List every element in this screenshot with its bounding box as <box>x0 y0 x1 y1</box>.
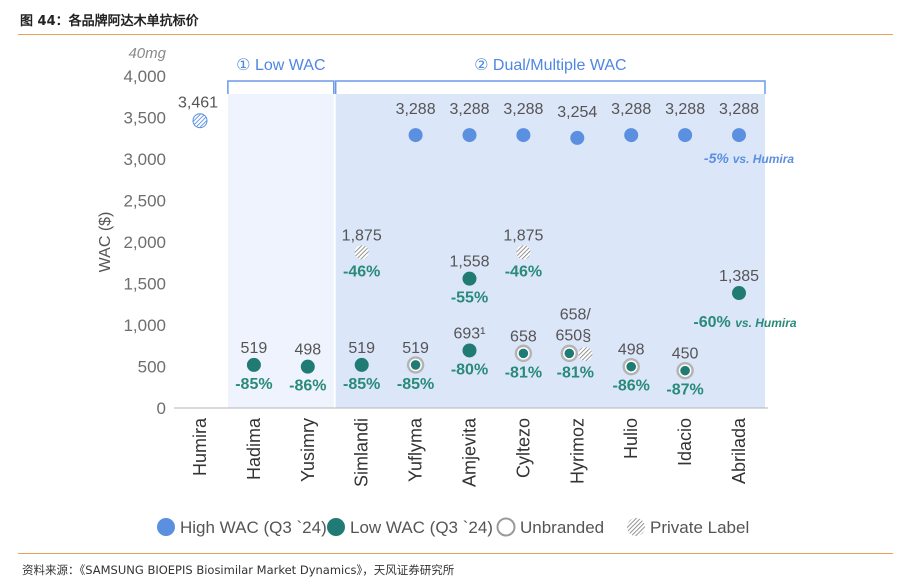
high-wac-point <box>570 130 585 145</box>
value-label: 3,288 <box>665 101 705 118</box>
legend-marker-private-label <box>627 518 645 536</box>
group-label-1: ② Dual/Multiple WAC <box>474 57 626 74</box>
percent-label: -86% <box>613 378 650 395</box>
legend-label: Unbranded <box>520 518 604 537</box>
percent-label: -60% vs. Humira <box>693 314 796 331</box>
x-tick-label: Hyrimoz <box>567 418 587 484</box>
percent-label: -80% <box>451 361 488 378</box>
value-label: 650§ <box>556 327 592 344</box>
private-label-point <box>578 347 593 362</box>
low-wac-point <box>732 286 746 301</box>
low-wac-point <box>462 271 477 286</box>
y-axis-label: WAC ($) <box>97 212 114 273</box>
x-tick-label: Simlandi <box>352 418 372 487</box>
low-wac-point <box>354 357 369 372</box>
value-label: 3,288 <box>611 101 651 118</box>
y-tick-label: 500 <box>138 358 166 377</box>
legend-marker-low-wac <box>327 518 345 536</box>
value-label: 519 <box>348 340 375 357</box>
x-tick-label: Abrilada <box>729 417 749 484</box>
percent-label: -86% <box>289 378 326 395</box>
title-divider <box>18 34 893 35</box>
y-tick-label: 2,500 <box>123 192 166 211</box>
value-label: 3,288 <box>503 101 543 118</box>
group-label-0: ① Low WAC <box>236 57 325 74</box>
group-bracket-1 <box>334 80 766 94</box>
x-tick-label: Cyltezo <box>513 418 533 478</box>
value-label: 1,875 <box>503 227 543 244</box>
high-wac-point <box>408 128 423 143</box>
y-tick-label: 1,500 <box>123 275 166 294</box>
percent-label: -55% <box>451 290 488 307</box>
legend-label: Low WAC (Q3 `24) <box>350 518 493 537</box>
x-tick-label: Yuflyma <box>406 417 426 482</box>
value-label: 3,288 <box>396 101 436 118</box>
private-label-point <box>516 245 531 260</box>
unbranded-point <box>680 365 690 376</box>
value-label: 1,875 <box>342 227 382 244</box>
y-tick-label: 3,000 <box>123 150 166 169</box>
legend-marker-high-wac <box>157 518 175 536</box>
value-label: 519 <box>402 340 429 357</box>
high-wac-point <box>516 128 531 143</box>
value-label: 450 <box>672 346 699 363</box>
value-label: 498 <box>618 342 645 359</box>
x-tick-label: Hulio <box>621 418 641 459</box>
value-label: 3,288 <box>449 101 489 118</box>
percent-label: -85% <box>235 376 272 393</box>
source-divider <box>18 553 893 554</box>
private-label-point <box>354 245 369 260</box>
annotation-label: -5% vs. Humira <box>704 150 794 166</box>
group-panel-1 <box>335 94 765 408</box>
value-label: 3,461 <box>178 95 218 112</box>
high-wac-point <box>462 128 477 143</box>
y-tick-label: 1,000 <box>123 316 166 335</box>
y-unit-note: 40mg <box>128 45 166 62</box>
source-note: 资料来源：《SAMSUNG BIOEPIS Biosimilar Market … <box>22 563 455 577</box>
value-label: 3,288 <box>719 101 759 118</box>
humira-point <box>192 113 208 129</box>
value-label: 3,254 <box>557 104 597 121</box>
percent-label: -85% <box>343 376 380 393</box>
x-tick-label: Amjevita <box>460 417 480 487</box>
x-tick-label: Idacio <box>675 418 695 466</box>
percent-label: -85% <box>397 376 434 393</box>
value-label: 658 <box>510 328 537 345</box>
low-wac-point <box>462 343 477 358</box>
x-tick-label: Yusimry <box>298 418 318 482</box>
value-label: 1,385 <box>719 268 759 285</box>
x-tick-label: Humira <box>190 417 210 476</box>
unbranded-point <box>410 360 421 370</box>
group-bracket-0 <box>227 80 335 94</box>
percent-label: -81% <box>557 364 594 381</box>
y-tick-label: 3,500 <box>123 109 166 128</box>
unbranded-point <box>626 361 636 372</box>
low-wac-point <box>246 357 261 372</box>
percent-label: -81% <box>505 364 542 381</box>
high-wac-point <box>678 128 693 143</box>
y-tick-label: 4,000 <box>123 67 166 86</box>
group-panel-0 <box>227 94 334 408</box>
value-label: 1,558 <box>449 254 489 271</box>
percent-label: -46% <box>505 263 542 280</box>
legend-label: High WAC (Q3 `24) <box>180 518 327 537</box>
figure-title: 图 44：各品牌阿达木单抗标价 <box>20 14 199 29</box>
high-wac-point <box>732 128 746 143</box>
value-label: 693¹ <box>453 325 485 342</box>
unbranded-point <box>518 348 529 359</box>
high-wac-point <box>624 128 639 143</box>
y-tick-label: 2,000 <box>123 233 166 252</box>
low-wac-point <box>300 359 315 374</box>
percent-label: -87% <box>666 382 703 399</box>
legend-label: Private Label <box>650 518 749 537</box>
percent-label: -46% <box>343 263 380 280</box>
value-label: 519 <box>241 340 268 357</box>
x-tick-label: Hadima <box>244 417 264 480</box>
chart-svg: ① Low WAC ② Dual/Multiple WAC 0 500 1,000 1,… <box>97 45 797 537</box>
legend-marker-unbranded <box>496 517 516 537</box>
value-label: 498 <box>294 342 321 359</box>
y-tick-label: 0 <box>157 399 166 418</box>
value-label: 658/ <box>560 306 592 323</box>
unbranded-point <box>564 348 575 359</box>
